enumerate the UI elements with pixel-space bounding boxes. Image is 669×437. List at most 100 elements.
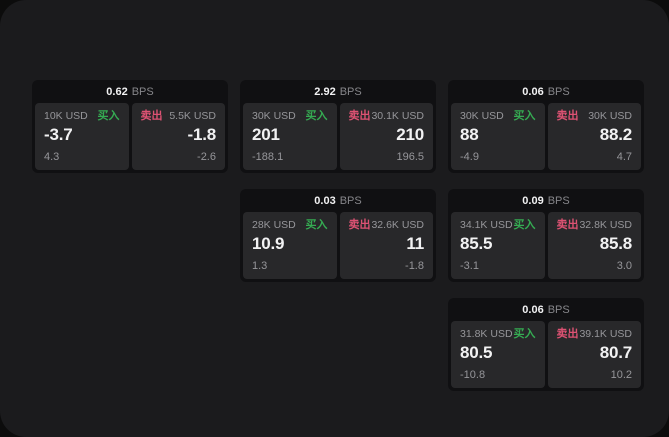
sell-panel[interactable]: 卖出 39.1K USD 80.7 10.2 <box>547 321 641 388</box>
sell-panel-top: 卖出 5.5K USD <box>141 110 217 123</box>
bps-value: 0.06 <box>522 303 544 316</box>
buy-price: -3.7 <box>44 125 73 144</box>
sell-delta: 10.2 <box>610 369 632 381</box>
buy-panel-top: 30K USD 买入 <box>252 110 328 123</box>
buy-price: 85.5 <box>460 234 493 253</box>
bps-value: 0.09 <box>522 194 544 207</box>
buy-side-label: 买入 <box>513 328 536 340</box>
sell-delta: 4.7 <box>616 151 632 163</box>
buy-side-label: 买入 <box>97 110 120 122</box>
quote-card: 0.06 BPS 31.8K USD 买入 80.5 -10.8 卖出 39.1… <box>448 298 644 391</box>
bps-unit-label: BPS <box>547 194 570 207</box>
buy-delta: -10.8 <box>460 369 486 381</box>
quote-card: 0.06 BPS 30K USD 买入 88 -4.9 卖出 30K USD 8… <box>448 80 644 173</box>
buy-panel[interactable]: 10K USD 买入 -3.7 4.3 <box>35 103 129 170</box>
sell-panel-top: 卖出 39.1K USD <box>557 328 633 341</box>
sell-price: 88.2 <box>599 125 632 144</box>
card-body: 34.1K USD 买入 85.5 -3.1 卖出 32.8K USD 85.8… <box>451 212 641 279</box>
sell-side-label: 卖出 <box>348 110 371 122</box>
buy-panel[interactable]: 28K USD 买入 10.9 1.3 <box>243 212 337 279</box>
buy-side-label: 买入 <box>305 219 328 231</box>
bps-unit-label: BPS <box>547 303 570 316</box>
sell-side-label: 卖出 <box>556 219 579 231</box>
bps-unit-label: BPS <box>131 85 154 98</box>
buy-panel-top: 31.8K USD 买入 <box>460 328 536 341</box>
quote-card: 0.62 BPS 10K USD 买入 -3.7 4.3 卖出 5.5K USD… <box>32 80 228 173</box>
sell-panel-top: 卖出 30.1K USD <box>349 110 425 123</box>
bps-unit-label: BPS <box>547 85 570 98</box>
bps-value: 0.03 <box>314 194 336 207</box>
sell-panel-top: 卖出 32.8K USD <box>557 219 633 232</box>
card-header: 0.06 BPS <box>451 298 641 321</box>
buy-side-label: 买入 <box>513 219 536 231</box>
sell-price: 85.8 <box>599 234 632 253</box>
sell-panel-top: 卖出 32.6K USD <box>349 219 425 232</box>
card-grid: 0.62 BPS 10K USD 买入 -3.7 4.3 卖出 5.5K USD… <box>32 80 644 391</box>
card-body: 28K USD 买入 10.9 1.3 卖出 32.6K USD 11 -1.8 <box>243 212 433 279</box>
buy-price: 88 <box>460 125 479 144</box>
sell-panel[interactable]: 卖出 30.1K USD 210 196.5 <box>339 103 433 170</box>
card-body: 30K USD 买入 88 -4.9 卖出 30K USD 88.2 4.7 <box>451 103 641 170</box>
buy-panel-top: 30K USD 买入 <box>460 110 536 123</box>
sell-delta: -2.6 <box>197 151 216 163</box>
buy-size-label: 10K USD <box>44 110 88 122</box>
sell-delta: 3.0 <box>616 260 632 272</box>
sell-price: -1.8 <box>187 125 217 144</box>
quote-card: 0.09 BPS 34.1K USD 买入 85.5 -3.1 卖出 32.8K… <box>448 189 644 282</box>
buy-panel[interactable]: 31.8K USD 买入 80.5 -10.8 <box>451 321 545 388</box>
sell-price: 210 <box>396 125 424 144</box>
sell-panel-top: 卖出 30K USD <box>557 110 633 123</box>
card-header: 2.92 BPS <box>243 80 433 103</box>
buy-price: 201 <box>252 125 280 144</box>
card-header: 0.62 BPS <box>35 80 225 103</box>
card-header: 0.06 BPS <box>451 80 641 103</box>
sell-panel[interactable]: 卖出 32.6K USD 11 -1.8 <box>339 212 433 279</box>
buy-panel-top: 10K USD 买入 <box>44 110 120 123</box>
buy-delta: 1.3 <box>252 260 268 272</box>
sell-size-label: 30K USD <box>588 110 632 122</box>
bps-value: 0.06 <box>522 85 544 98</box>
buy-delta: -3.1 <box>460 260 479 272</box>
buy-price: 10.9 <box>252 234 285 253</box>
sell-side-label: 卖出 <box>556 328 579 340</box>
bps-unit-label: BPS <box>339 194 362 207</box>
buy-delta: 4.3 <box>44 151 60 163</box>
buy-size-label: 28K USD <box>252 219 296 231</box>
buy-size-label: 30K USD <box>460 110 504 122</box>
sell-panel[interactable]: 卖出 30K USD 88.2 4.7 <box>547 103 641 170</box>
sell-size-label: 32.8K USD <box>579 219 632 231</box>
bps-value: 0.62 <box>106 85 128 98</box>
sell-panel[interactable]: 卖出 32.8K USD 85.8 3.0 <box>547 212 641 279</box>
buy-panel[interactable]: 30K USD 买入 88 -4.9 <box>451 103 545 170</box>
bps-unit-label: BPS <box>339 85 362 98</box>
sell-side-label: 卖出 <box>556 110 579 122</box>
card-body: 10K USD 买入 -3.7 4.3 卖出 5.5K USD -1.8 -2.… <box>35 103 225 170</box>
card-body: 30K USD 买入 201 -188.1 卖出 30.1K USD 210 1… <box>243 103 433 170</box>
card-header: 0.09 BPS <box>451 189 641 212</box>
buy-panel-top: 34.1K USD 买入 <box>460 219 536 232</box>
sell-panel[interactable]: 卖出 5.5K USD -1.8 -2.6 <box>131 103 225 170</box>
buy-size-label: 34.1K USD <box>460 219 513 231</box>
buy-delta: -188.1 <box>252 151 284 163</box>
sell-size-label: 39.1K USD <box>579 328 632 340</box>
bps-value: 2.92 <box>314 85 336 98</box>
buy-delta: -4.9 <box>460 151 479 163</box>
sell-size-label: 32.6K USD <box>371 219 424 231</box>
card-body: 31.8K USD 买入 80.5 -10.8 卖出 39.1K USD 80.… <box>451 321 641 388</box>
buy-size-label: 31.8K USD <box>460 328 513 340</box>
buy-panel[interactable]: 30K USD 买入 201 -188.1 <box>243 103 337 170</box>
quote-card: 2.92 BPS 30K USD 买入 201 -188.1 卖出 30.1K … <box>240 80 436 173</box>
sell-delta: 196.5 <box>396 151 424 163</box>
sell-delta: -1.8 <box>405 260 424 272</box>
sell-price: 80.7 <box>599 343 632 362</box>
buy-panel-top: 28K USD 买入 <box>252 219 328 232</box>
buy-side-label: 买入 <box>513 110 536 122</box>
sell-side-label: 卖出 <box>348 219 371 231</box>
card-header: 0.03 BPS <box>243 189 433 212</box>
buy-panel[interactable]: 34.1K USD 买入 85.5 -3.1 <box>451 212 545 279</box>
sell-size-label: 30.1K USD <box>371 110 424 122</box>
buy-side-label: 买入 <box>305 110 328 122</box>
sell-size-label: 5.5K USD <box>169 110 216 122</box>
sell-price: 11 <box>406 234 424 253</box>
